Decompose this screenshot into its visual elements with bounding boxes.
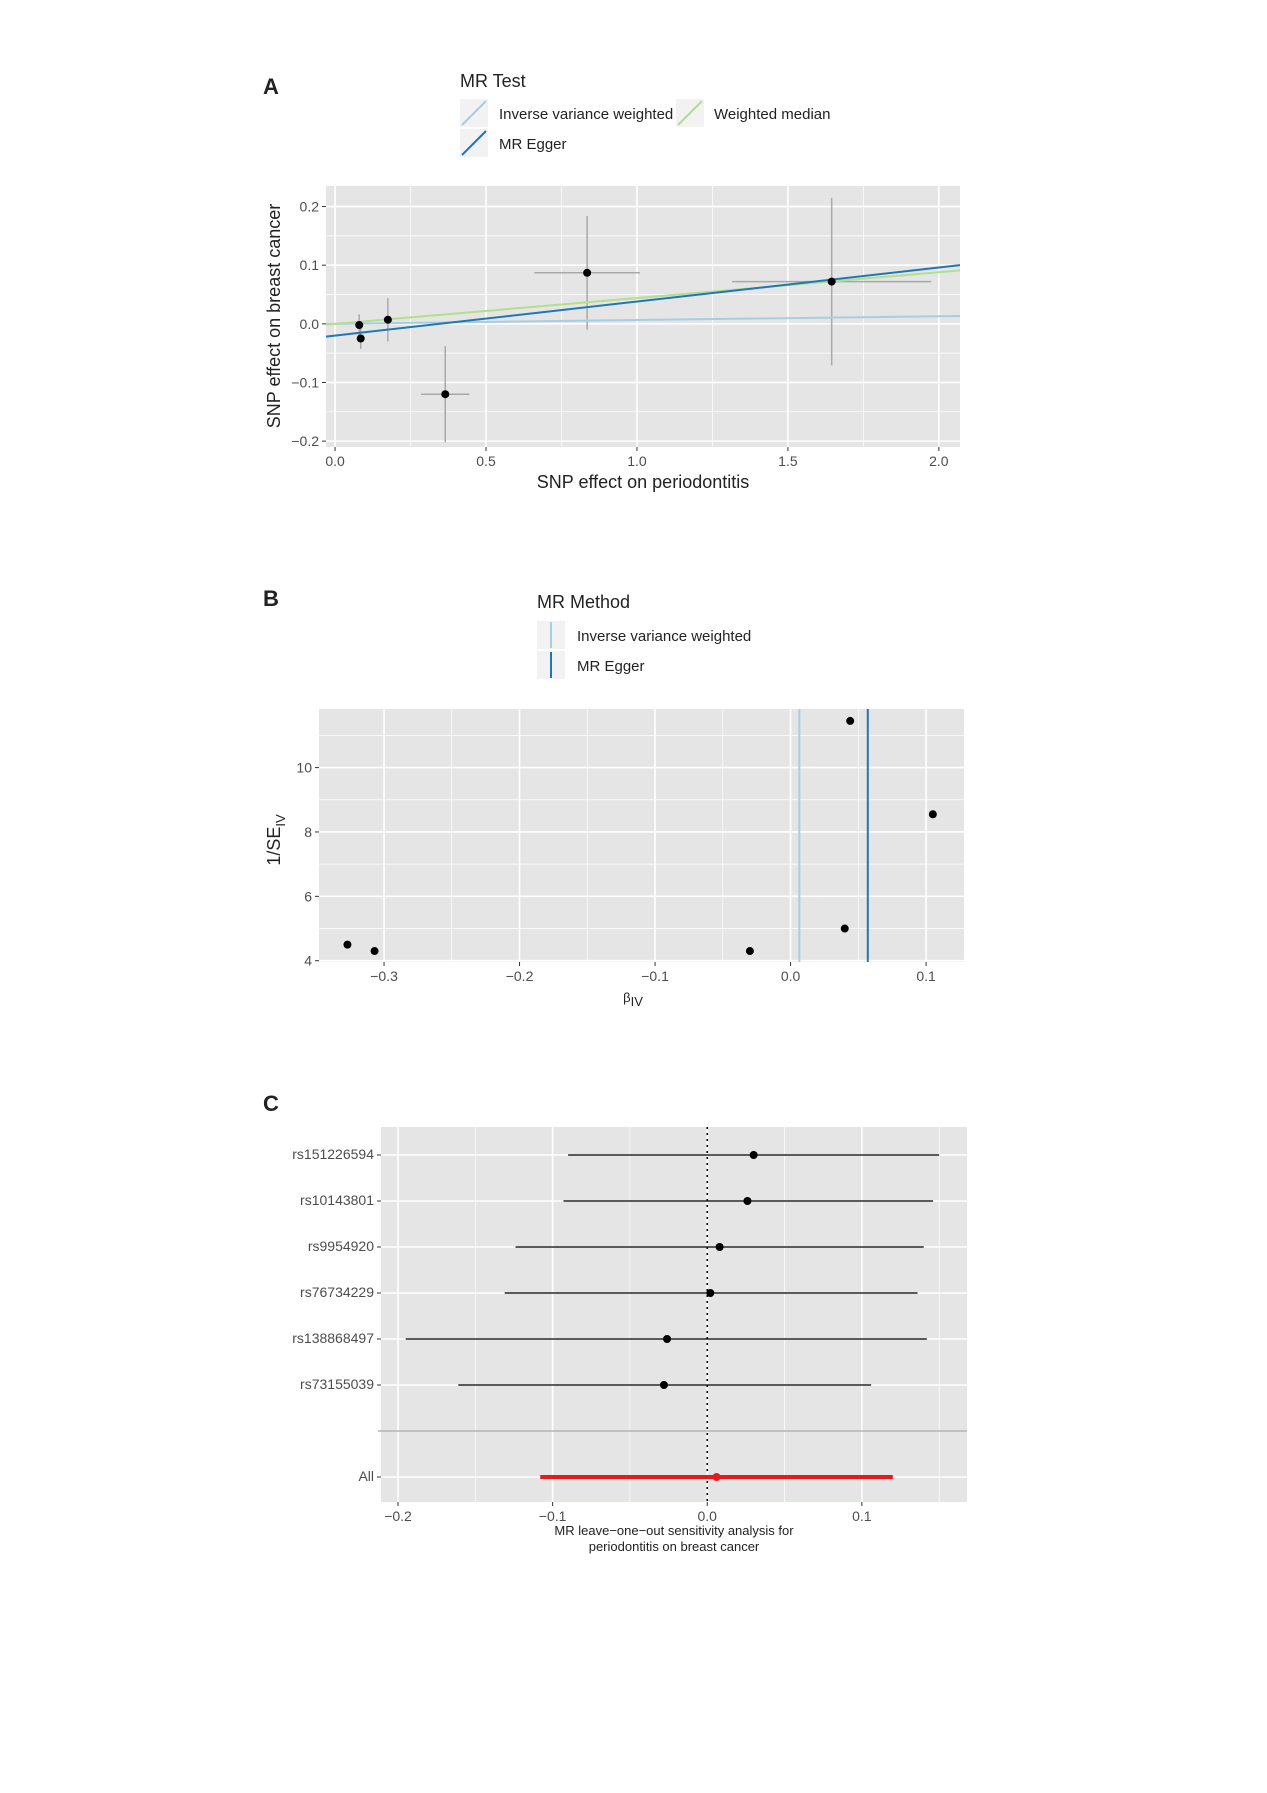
y-tick-label: −0.1 (291, 374, 319, 390)
y-tick-label: 10 (296, 760, 312, 776)
overall-label: All (358, 1468, 374, 1484)
legend-line-ivw-a (461, 100, 487, 126)
legend-label-egger-a: MR Egger (499, 136, 567, 153)
estimate-point (706, 1289, 715, 1297)
x-tick-label: 0.0 (325, 453, 345, 469)
panel-b-grid (319, 709, 964, 962)
panel-a-y-axis-title: SNP effect on breast cancer (264, 204, 284, 428)
legend-label-egger-b: MR Egger (577, 658, 645, 675)
x-tick-label: −0.3 (370, 968, 398, 984)
estimate-point (659, 1381, 668, 1389)
panel-b-x-axis-symbol: β (623, 990, 630, 1005)
y-tick-label: 0.1 (300, 257, 320, 273)
row-label: rs138868497 (292, 1330, 374, 1346)
legend-label-median-a: Weighted median (714, 106, 830, 123)
regression-line-ivw (325, 314, 961, 325)
row-label: rs9954920 (308, 1238, 374, 1254)
data-point (827, 277, 836, 286)
panel-a-x-axis-title: SNP effect on periodontitis (537, 472, 749, 492)
y-tick-label: −0.2 (291, 433, 319, 449)
data-point (928, 810, 937, 819)
legend-label-ivw-b: Inverse variance weighted (577, 628, 751, 645)
data-point (356, 334, 365, 343)
x-tick-label: 0.1 (916, 968, 936, 984)
data-point (370, 947, 379, 956)
estimate-point (749, 1151, 758, 1159)
panel-c-marks (378, 1127, 967, 1502)
legend-line-egger-a (461, 130, 487, 156)
panel-b-background (319, 709, 964, 962)
panel-b-letter: B (263, 586, 279, 611)
data-point (583, 268, 592, 277)
panel-a-legend: MR Test Inverse variance weighted Weight… (460, 71, 830, 157)
panel-b-y-axis-title: 1/SEIV (264, 814, 288, 866)
panel-c-letter: C (263, 1091, 279, 1116)
panel-b-ticks: −0.3 −0.2 −0.1 0.0 0.1 4 6 8 10 (296, 760, 936, 984)
estimate-point (743, 1197, 752, 1205)
y-tick-label: 0.2 (300, 199, 320, 215)
panel-b-x-axis-title: βIV (623, 990, 643, 1009)
panel-a-ticks: 0.0 0.5 1.0 1.5 2.0 −0.2 −0.1 0.0 0.1 0.2 (291, 199, 948, 469)
data-point (383, 315, 392, 324)
y-tick-label: 6 (304, 888, 312, 904)
x-tick-label: 1.0 (627, 453, 647, 469)
x-tick-label: 0.0 (698, 1508, 718, 1524)
panel-a-letter: A (263, 74, 279, 99)
legend-label-ivw-a: Inverse variance weighted (499, 106, 673, 123)
regression-line-median (325, 269, 961, 326)
data-point (846, 716, 855, 725)
data-point (343, 940, 352, 949)
regression-line-egger (325, 264, 961, 338)
y-tick-label: 0.0 (300, 316, 320, 332)
x-tick-label: −0.2 (384, 1508, 412, 1524)
panel-b-y-axis-subscript: IV (273, 814, 288, 827)
panel-a-legend-title: MR Test (460, 71, 526, 91)
estimate-point (663, 1335, 672, 1343)
panel-c-background (381, 1127, 967, 1502)
legend-line-median-a (677, 100, 703, 126)
row-label: rs10143801 (300, 1192, 374, 1208)
x-tick-label: 0.1 (852, 1508, 872, 1524)
overall-estimate-point (712, 1473, 721, 1481)
x-tick-label: 0.5 (476, 453, 496, 469)
data-point (441, 390, 450, 399)
x-tick-label: −0.1 (539, 1508, 567, 1524)
estimate-point (715, 1243, 724, 1251)
data-point (840, 924, 849, 933)
y-tick-label: 4 (304, 953, 312, 969)
panel-c-plot: −0.2 −0.1 0.0 0.1 rs151226594 rs10143801 rs995… (292, 1127, 967, 1554)
y-tick-label: 8 (304, 824, 312, 840)
panel-b-y-axis-symbol: 1/SE (264, 827, 284, 866)
x-tick-label: 1.5 (778, 453, 798, 469)
panel-b-legend: MR Method Inverse variance weighted MR E… (537, 592, 751, 679)
panel-b-legend-title: MR Method (537, 592, 630, 612)
data-point (745, 947, 754, 956)
data-point (355, 321, 364, 330)
panel-c-x-axis-title-line1: MR leave−one−out sensitivity analysis fo… (554, 1523, 794, 1538)
row-label: rs76734229 (300, 1284, 374, 1300)
x-tick-label: 2.0 (929, 453, 949, 469)
panel-c-x-axis-title-line2: periodontitis on breast cancer (589, 1539, 760, 1554)
panel-c-ticks: −0.2 −0.1 0.0 0.1 rs151226594 rs10143801 rs995… (292, 1146, 872, 1524)
panel-b-marks (343, 709, 937, 962)
x-tick-label: −0.1 (641, 968, 669, 984)
panel-a-marks (325, 197, 961, 443)
row-label: rs73155039 (300, 1376, 374, 1392)
panel-a-plot: 0.0 0.5 1.0 1.5 2.0 −0.2 −0.1 0.0 0.1 0.2 SNP eff… (264, 186, 961, 492)
x-tick-label: 0.0 (781, 968, 801, 984)
row-label: rs151226594 (292, 1146, 374, 1162)
panel-b-x-axis-subscript: IV (631, 994, 644, 1009)
x-tick-label: −0.2 (506, 968, 534, 984)
